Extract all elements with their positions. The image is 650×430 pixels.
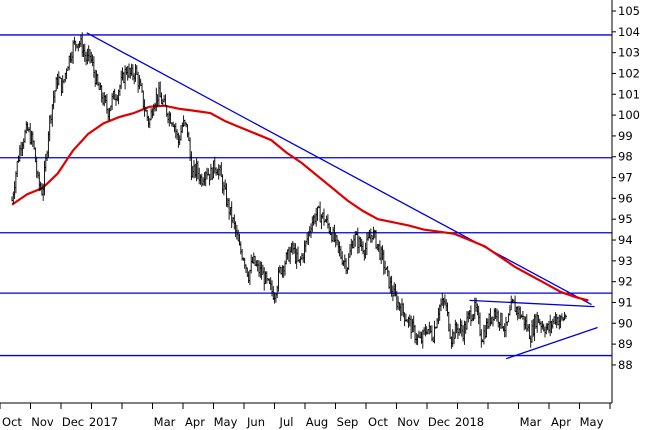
moving-average-line xyxy=(11,104,589,302)
y-tick-label-105: 105 xyxy=(618,4,640,18)
horizontal-lines xyxy=(0,34,612,357)
x-tick-label-5: Apr xyxy=(185,415,205,429)
y-tick-label-101: 101 xyxy=(618,87,640,101)
x-tick-label-16: Apr xyxy=(551,415,571,429)
x-tick-label-12: Nov xyxy=(397,415,420,429)
x-tick-label-7: Jun xyxy=(246,415,265,429)
x-tick-label-1: Nov xyxy=(31,415,54,429)
x-tick-label-17: May xyxy=(580,415,604,429)
trendline-1 xyxy=(469,299,595,308)
x-tick-label-6: May xyxy=(214,415,238,429)
trendlines xyxy=(86,32,598,360)
y-tick-label-89: 89 xyxy=(618,337,633,351)
moving-average-series xyxy=(11,104,589,302)
x-tick-label-2: Dec xyxy=(62,415,84,429)
y-tick-label-99: 99 xyxy=(618,129,633,143)
y-tick-label-95: 95 xyxy=(618,212,633,226)
y-tick-label-103: 103 xyxy=(618,46,640,60)
y-axis: 88 89 90 91 92 93 94 95 96 97 98 99 100 101 102 103 104 1… xyxy=(611,0,640,403)
y-tick-label-93: 93 xyxy=(618,254,633,268)
x-tick-label-15: Mar xyxy=(520,415,542,429)
y-tick-label-104: 104 xyxy=(618,25,640,39)
y-tick-label-91: 91 xyxy=(618,295,633,309)
y-tick-label-92: 92 xyxy=(618,275,633,289)
price-bars xyxy=(11,32,567,349)
x-tick-label-10: Sep xyxy=(337,415,359,429)
price-series xyxy=(11,32,567,349)
trendline-2 xyxy=(505,326,598,360)
x-tick-label-0: Oct xyxy=(2,415,22,429)
y-tick-label-102: 102 xyxy=(618,66,640,80)
y-tick-label-96: 96 xyxy=(618,191,633,205)
y-tick-label-94: 94 xyxy=(618,233,633,247)
x-tick-label-11: Oct xyxy=(368,415,388,429)
x-tick-label-4: Mar xyxy=(154,415,176,429)
y-tick-label-100: 100 xyxy=(618,108,640,122)
x-tick-label-8: Jul xyxy=(279,415,294,429)
x-tick-label-9: Aug xyxy=(306,415,328,429)
y-tick-label-98: 98 xyxy=(618,150,633,164)
x-axis: Oct Nov Dec 2017 Mar Apr May Jun Jul Aug Sep Oct Nov… xyxy=(0,402,612,429)
y-tick-label-97: 97 xyxy=(618,171,633,185)
y-tick-label-90: 90 xyxy=(618,316,633,330)
trendline-0 xyxy=(86,32,592,306)
y-tick-label-88: 88 xyxy=(618,358,633,372)
x-tick-label-3: 2017 xyxy=(89,415,118,429)
x-tick-label-14: 2018 xyxy=(455,415,484,429)
x-tick-label-13: Dec xyxy=(428,415,450,429)
